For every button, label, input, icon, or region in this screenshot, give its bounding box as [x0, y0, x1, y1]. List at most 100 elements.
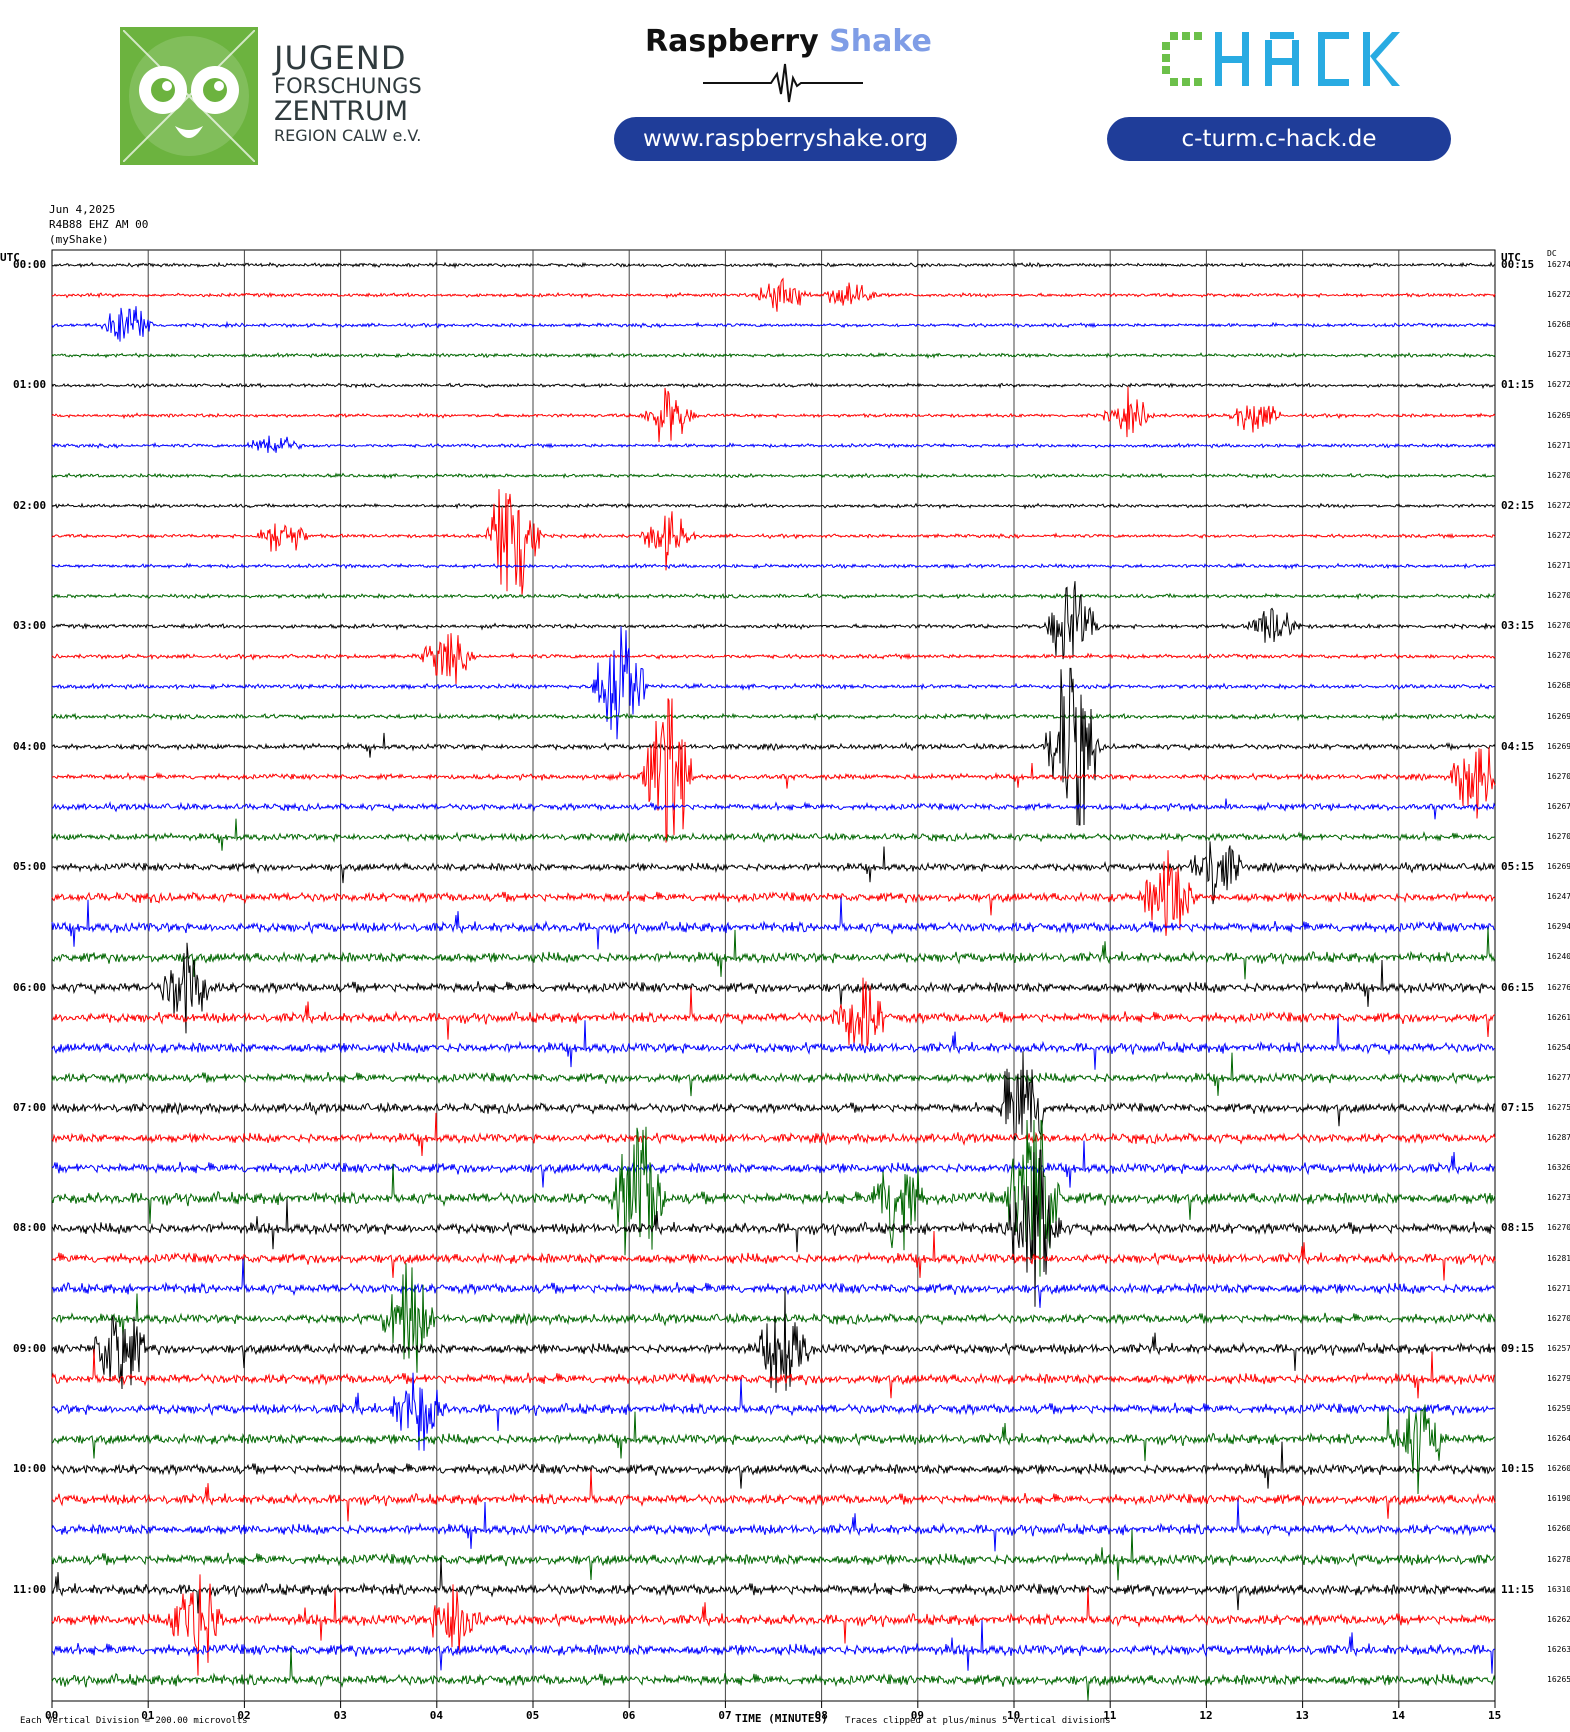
dc-value-label: 16271	[1547, 1283, 1570, 1293]
dc-value-label: 16270	[1547, 621, 1570, 631]
jfz-line-1: JUGEND	[274, 39, 407, 77]
dc-value-label: 16272	[1547, 380, 1570, 390]
trace-33	[51, 1149, 1496, 1307]
jfz-line-3: ZENTRUM	[274, 96, 409, 127]
trace-18	[51, 698, 1496, 843]
trace-8	[51, 472, 1495, 480]
dc-value-label: 16254	[1547, 1042, 1570, 1052]
trace-27	[51, 1017, 1496, 1070]
x-tick-label: 04	[429, 1709, 444, 1722]
trace-37	[51, 1287, 1496, 1393]
chack-logo-hack	[1215, 32, 1400, 86]
dc-value-label: 16272	[1547, 500, 1570, 510]
dc-value-label: 16270	[1547, 470, 1570, 480]
dc-value-label: 16269	[1547, 410, 1570, 420]
trace-17	[51, 667, 1496, 826]
trace-46	[51, 1574, 1496, 1676]
dc-value-label: 16276	[1547, 982, 1570, 992]
x-tick-label: 15	[1488, 1709, 1502, 1722]
trace-16	[51, 712, 1496, 722]
trace-44	[51, 1529, 1496, 1581]
x-tick-label: 09	[910, 1709, 925, 1722]
dc-value-label: 16278	[1547, 1554, 1570, 1564]
right-time-label: 07:15	[1501, 1100, 1535, 1114]
trace-10	[51, 489, 1496, 596]
raspberryshake-link[interactable]: www.raspberryshake.org	[614, 117, 957, 161]
right-time-label: 11:15	[1501, 1582, 1535, 1596]
left-time-label: 05:00	[13, 860, 47, 874]
trace-38	[51, 1348, 1495, 1399]
trace-19	[51, 798, 1496, 820]
dc-value-label: 16270	[1547, 1313, 1570, 1323]
trace-36	[51, 1263, 1496, 1373]
dc-value-label: 16270	[1547, 771, 1570, 781]
trace-15	[51, 626, 1496, 740]
jfz-line-4: REGION CALW e.V.	[274, 126, 422, 145]
trace-35	[51, 1258, 1496, 1308]
left-time-label: 06:00	[13, 980, 47, 994]
trace-40	[51, 1404, 1496, 1495]
trace-48	[51, 1647, 1496, 1701]
dc-value-label: 16257	[1547, 1343, 1570, 1353]
owl-logo-icon	[120, 27, 258, 165]
trace-9	[51, 502, 1496, 510]
left-utc-label: UTC	[0, 251, 20, 264]
x-tick-label: 01	[141, 1709, 155, 1722]
dc-value-label: 16269	[1547, 741, 1570, 751]
dc-value-label: 16267	[1547, 801, 1570, 811]
left-time-label: 03:00	[13, 619, 47, 633]
right-time-label: 06:15	[1501, 980, 1535, 994]
jfz-logo-text: JUGEND FORSCHUNGS ZENTRUM REGION CALW e.…	[274, 42, 422, 144]
trace-47	[51, 1620, 1496, 1674]
dc-value-label: 16264	[1547, 1434, 1570, 1444]
dc-value-label: 16273	[1547, 1193, 1570, 1203]
trace-42	[51, 1469, 1496, 1522]
x-tick-label: 00	[45, 1709, 59, 1722]
trace-12	[52, 592, 1496, 600]
right-utc-label: UTC	[1501, 251, 1521, 264]
dc-value-label: 16271	[1547, 440, 1570, 450]
left-time-label: 11:00	[13, 1582, 47, 1596]
right-time-label: 10:15	[1501, 1462, 1535, 1476]
trace-25	[51, 942, 1496, 1034]
right-time-label: 05:15	[1501, 860, 1535, 874]
dc-value-label: 16270	[1547, 591, 1570, 601]
left-time-label: 10:00	[13, 1462, 47, 1476]
dc-value-label: 16262	[1547, 1614, 1570, 1624]
right-time-label: 03:15	[1501, 619, 1535, 633]
trace-24	[51, 927, 1496, 980]
x-tick-label: 06	[622, 1709, 636, 1722]
x-tick-label: 13	[1295, 1709, 1309, 1722]
dc-value-label: 16190	[1547, 1494, 1570, 1504]
left-time-label: 09:00	[13, 1341, 47, 1355]
dc-value-label: 16269	[1547, 711, 1570, 721]
trace-20	[51, 818, 1496, 851]
dc-value-label: 16287	[1547, 1133, 1570, 1143]
right-time-label: 08:15	[1501, 1221, 1535, 1235]
trace-26	[51, 977, 1496, 1047]
trace-41	[51, 1441, 1496, 1489]
trace-34	[51, 1230, 1496, 1281]
rs-word-1: Raspberry	[645, 24, 819, 59]
seismogram-line-icon	[703, 63, 863, 103]
trace-1	[51, 261, 1496, 269]
meta-source: (myShake)	[49, 233, 109, 246]
dc-value-label: 16279	[1547, 1373, 1570, 1383]
trace-5	[51, 382, 1496, 390]
x-tick-label: 12	[1199, 1709, 1213, 1722]
trace-13	[51, 581, 1496, 660]
left-time-label: 00:00	[13, 258, 47, 271]
x-axis-title: TIME (MINUTES)	[735, 1712, 828, 1725]
dc-value-label: 16259	[1547, 1404, 1570, 1414]
meta-station: R4B88 EHZ AM 00	[49, 218, 149, 231]
trace-45	[51, 1557, 1496, 1614]
right-time-label: 00:15	[1501, 258, 1535, 271]
chack-link[interactable]: c-turm.c-hack.de	[1107, 117, 1451, 161]
dc-header-label: DC	[1547, 249, 1557, 258]
trace-2	[51, 277, 1496, 312]
trace-11	[51, 562, 1496, 570]
dc-value-label: 16270	[1547, 832, 1570, 842]
x-tick-label: 10	[1007, 1709, 1021, 1722]
dc-value-label: 16275	[1547, 1102, 1570, 1112]
